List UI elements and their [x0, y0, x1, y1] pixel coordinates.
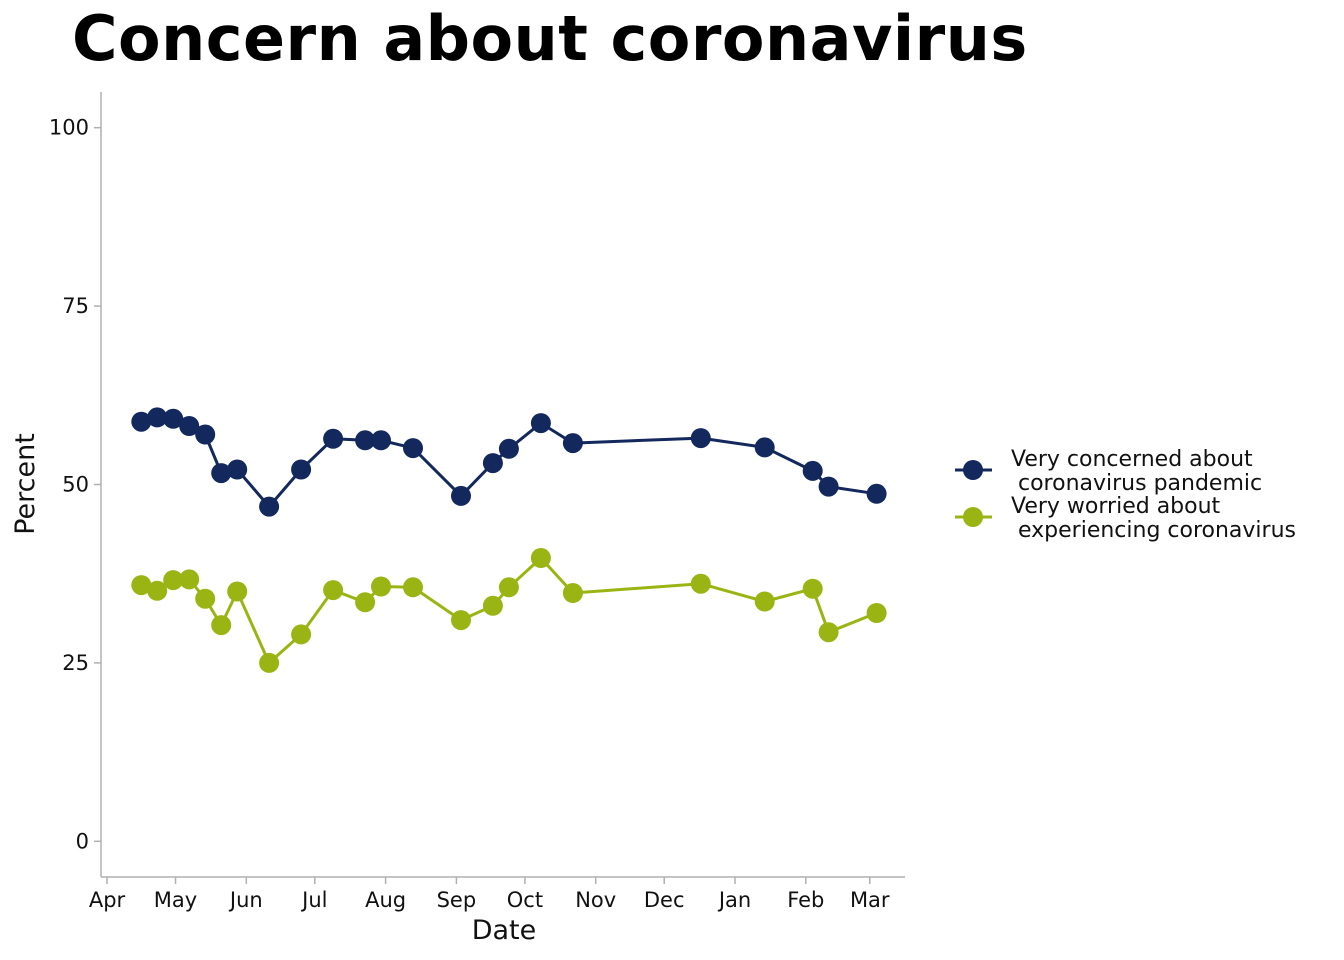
data-point — [403, 438, 423, 459]
data-point — [195, 588, 216, 609]
x-tick-label: May — [154, 888, 197, 912]
data-point — [227, 459, 248, 480]
data-point — [131, 575, 152, 596]
x-tick-label: Aug — [365, 888, 406, 912]
data-point — [147, 407, 168, 428]
data-point — [818, 622, 839, 643]
data-point — [355, 592, 376, 613]
data-point — [754, 437, 775, 458]
data-point — [179, 416, 200, 436]
data-point — [291, 459, 312, 480]
series-layer — [131, 407, 887, 673]
data-point — [562, 433, 583, 454]
data-point — [211, 463, 232, 484]
data-point — [227, 581, 248, 602]
legend-marker — [963, 460, 983, 480]
data-point — [451, 485, 471, 506]
data-point — [818, 476, 839, 497]
data-point — [323, 580, 344, 601]
x-tick-label: Feb — [787, 888, 824, 912]
series-line — [140, 415, 877, 509]
data-point — [562, 583, 583, 603]
legend-label: Very worried about experiencing coronavi… — [1011, 494, 1296, 543]
data-point — [179, 569, 200, 590]
data-point — [259, 496, 280, 517]
data-point — [866, 603, 887, 623]
data-point — [403, 577, 423, 598]
data-point — [371, 576, 391, 597]
legend-item-2: Very worried about experiencing coronavi… — [955, 494, 1296, 543]
legend-label: Very concerned about coronavirus pandemi… — [1011, 447, 1262, 496]
data-point — [482, 595, 503, 616]
data-point — [690, 573, 711, 594]
data-point — [211, 615, 232, 636]
x-tick-label: Jul — [300, 888, 327, 912]
data-point — [802, 578, 823, 599]
chart-title: Concern about coronavirus — [72, 2, 1028, 75]
data-point — [530, 548, 551, 568]
data-point — [291, 624, 312, 645]
y-tick-label: 25 — [62, 651, 89, 675]
x-tick-label: Dec — [644, 888, 685, 912]
series-2 — [131, 548, 887, 673]
data-point — [866, 483, 887, 504]
data-point — [690, 428, 711, 449]
y-axis-title: Percent — [10, 433, 41, 535]
x-tick-label: Nov — [575, 888, 616, 912]
x-tick-label: Jan — [717, 888, 751, 912]
data-point — [482, 453, 503, 474]
data-point — [195, 424, 216, 445]
data-point — [498, 577, 519, 598]
data-point — [131, 411, 152, 432]
y-tick-label: 0 — [76, 829, 89, 853]
x-tick-label: Apr — [89, 888, 126, 912]
legend-item-1: Very concerned about coronavirus pandemi… — [955, 447, 1262, 496]
data-point — [323, 428, 344, 449]
data-point — [498, 438, 519, 459]
legend-marker — [963, 507, 983, 527]
y-tick-label: 75 — [62, 294, 89, 318]
x-axis-title: Date — [472, 915, 537, 946]
data-point — [451, 610, 471, 631]
data-point — [147, 580, 168, 601]
legend: Very concerned about coronavirus pandemi… — [955, 447, 1296, 543]
data-point — [355, 430, 376, 451]
x-tick-label: Sep — [437, 888, 477, 912]
data-point — [163, 570, 184, 591]
data-point — [530, 413, 551, 434]
y-tick-label: 50 — [62, 473, 89, 497]
data-point — [259, 652, 280, 673]
x-tick-label: Mar — [850, 888, 890, 912]
x-tick-label: Jun — [228, 888, 263, 912]
series-1 — [131, 407, 887, 517]
data-point — [371, 430, 391, 451]
data-point — [802, 460, 823, 481]
x-tick-label: Oct — [507, 888, 543, 912]
data-point — [163, 408, 184, 429]
y-tick-label: 100 — [49, 116, 89, 140]
axes: 0 25 50 75 100 Apr May Jun Jul Aug Sep Oct Nov Dec Jan… — [49, 92, 905, 912]
data-point — [754, 591, 775, 612]
